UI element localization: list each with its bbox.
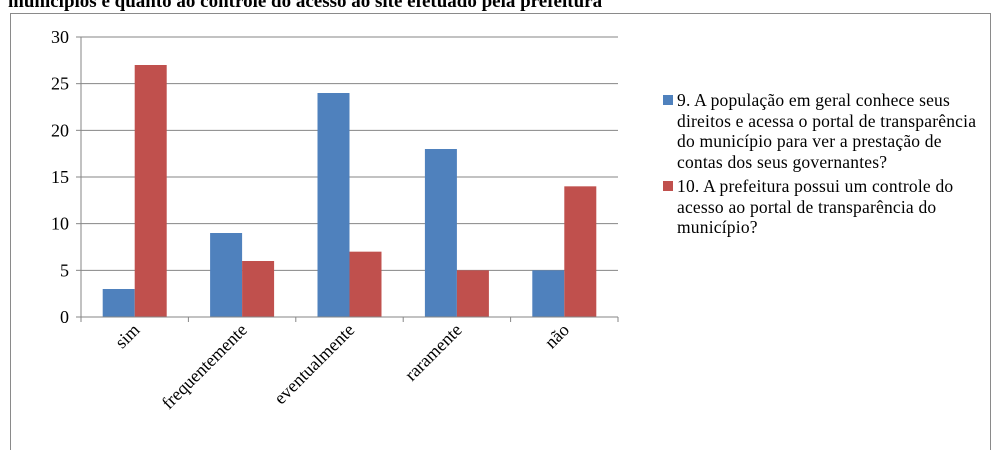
- bar-series-2-raramente: [456, 270, 489, 317]
- y-tick-label: 20: [51, 120, 69, 140]
- bar-series-1-frequentemente: [210, 233, 243, 317]
- legend: 9. A população em geral conhece seus dir…: [663, 90, 983, 242]
- bar-series-2-frequentemente: [242, 261, 275, 317]
- legend-item-series-1: 9. A população em geral conhece seus dir…: [663, 90, 983, 172]
- x-tick-label: não: [541, 320, 574, 353]
- legend-item-series-2: 10. A prefeitura possui um controle do a…: [663, 176, 983, 238]
- x-tick-label: raramente: [401, 320, 466, 385]
- bar-series-2-eventualmente: [349, 251, 382, 317]
- legend-label-series-1: 9. A população em geral conhece seus dir…: [677, 90, 977, 172]
- legend-label-series-2: 10. A prefeitura possui um controle do a…: [677, 176, 954, 237]
- y-tick-labels: 0 5 10 15 20 25 30: [51, 27, 81, 327]
- x-tick-label: sim: [111, 320, 144, 353]
- bar-series-2-sim: [134, 65, 167, 317]
- bar-series-1-não: [532, 270, 565, 317]
- x-tick-label: frequentemente: [158, 320, 251, 413]
- x-tick-labels: sim frequentemente eventualmente raramente n…: [111, 320, 573, 413]
- y-tick-label: 15: [51, 167, 69, 187]
- chart-caption: municípios e quanto ao controle do acess…: [8, 0, 603, 12]
- legend-swatch-series-2: [663, 181, 673, 191]
- bar-series-1-raramente: [424, 149, 457, 317]
- legend-swatch-series-1: [663, 95, 673, 105]
- y-tick-label: 10: [51, 214, 69, 234]
- bars: [102, 65, 597, 317]
- y-tick-label: 0: [60, 307, 69, 327]
- bar-series-1-sim: [102, 289, 135, 317]
- x-tick-label: eventualmente: [270, 320, 358, 408]
- y-tick-label: 25: [51, 74, 69, 94]
- bar-series-1-eventualmente: [317, 93, 350, 317]
- y-tick-label: 30: [51, 27, 69, 47]
- y-tick-label: 5: [60, 260, 69, 280]
- bar-series-2-não: [564, 186, 597, 317]
